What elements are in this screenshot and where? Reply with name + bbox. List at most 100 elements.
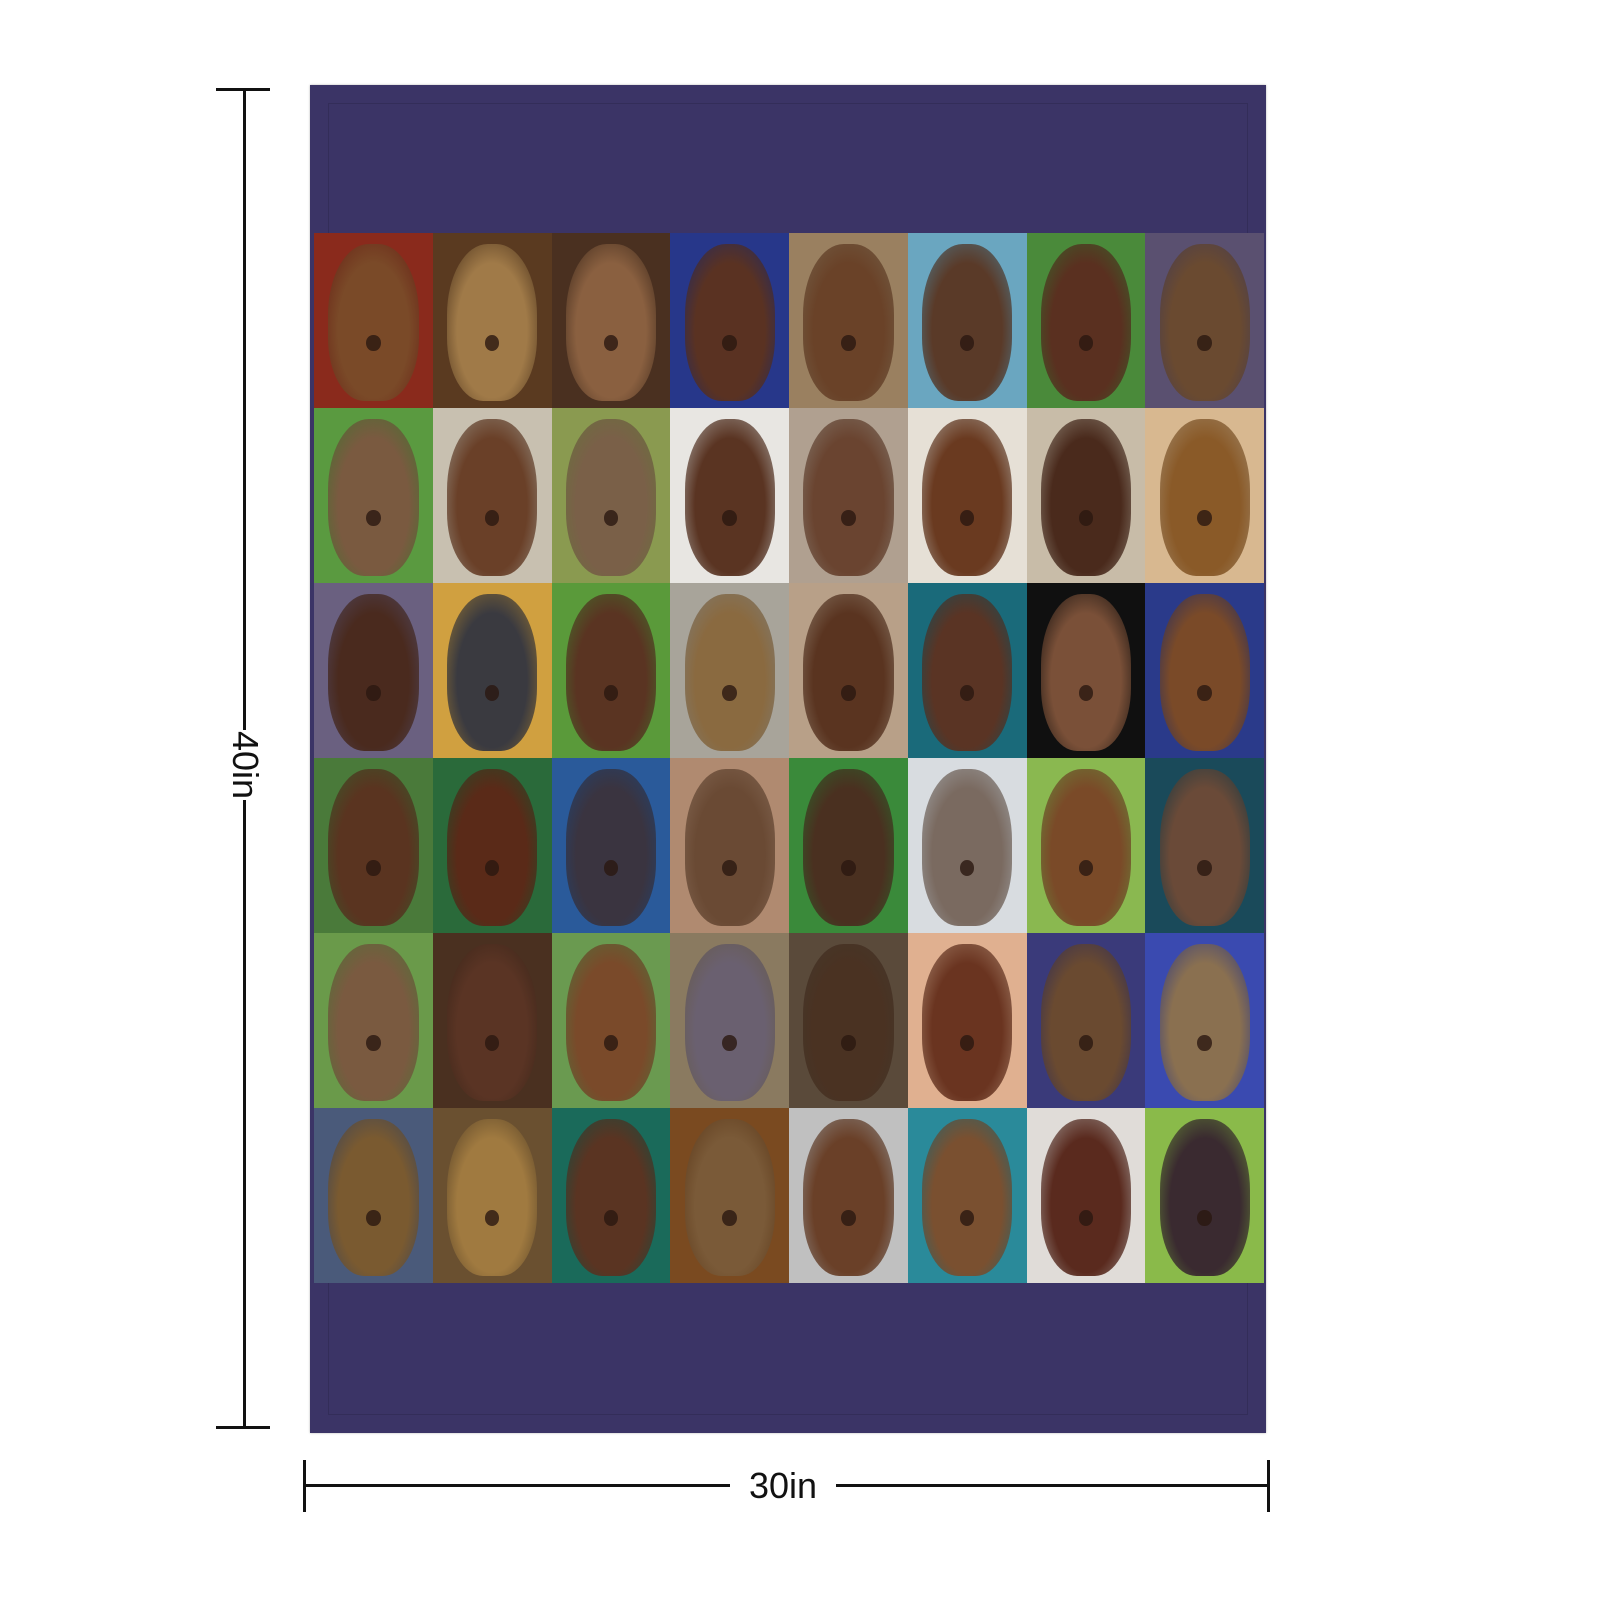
dog-photo-tile	[789, 1108, 908, 1283]
dog-nose	[959, 509, 975, 526]
dog-nose	[841, 1034, 856, 1051]
dog-photo-tile	[1026, 1108, 1146, 1283]
dog-face	[447, 1118, 538, 1276]
width-dimension-cap-right	[1267, 1460, 1270, 1512]
dog-photo-tile	[551, 408, 671, 583]
dog-face	[1040, 768, 1131, 926]
dog-photo-tile	[789, 758, 908, 933]
dog-nose	[484, 1209, 500, 1226]
dog-photo-tile	[1145, 408, 1264, 583]
dog-nose	[603, 859, 619, 876]
dog-nose	[1078, 1034, 1094, 1051]
dog-photo-tile	[314, 933, 433, 1108]
dog-face	[328, 593, 419, 751]
dog-nose	[1197, 334, 1212, 351]
dog-face	[684, 1118, 775, 1276]
dog-face	[565, 1118, 656, 1276]
dog-nose	[603, 1034, 619, 1051]
dog-face	[447, 418, 538, 576]
dog-face	[447, 768, 538, 926]
dog-face	[1159, 943, 1250, 1101]
dog-photo-tile	[551, 758, 671, 933]
dog-face	[328, 768, 419, 926]
dog-photo-tile	[1145, 758, 1264, 933]
dog-photo-tile	[789, 583, 908, 758]
dog-nose	[841, 509, 856, 526]
dog-face	[328, 943, 419, 1101]
dog-photo-tile	[670, 1108, 789, 1283]
dog-face	[1159, 768, 1250, 926]
dog-photo-tile	[314, 758, 433, 933]
dog-photo-tile	[314, 408, 433, 583]
dog-face	[803, 943, 894, 1101]
dog-face	[1159, 243, 1250, 401]
dog-face	[684, 243, 775, 401]
dog-photo-tile	[432, 408, 552, 583]
dog-nose	[1197, 684, 1212, 701]
dog-photo-tile	[789, 408, 908, 583]
dog-face	[803, 593, 894, 751]
dog-nose	[366, 859, 381, 876]
dog-photo-tile	[432, 933, 552, 1108]
dog-nose	[1078, 859, 1094, 876]
dog-face	[565, 943, 656, 1101]
dog-photo-tile	[314, 233, 433, 408]
dog-photo-tile	[1026, 758, 1146, 933]
dog-nose	[1078, 334, 1094, 351]
dog-photo-tile	[551, 933, 671, 1108]
dog-nose	[722, 684, 737, 701]
dog-photo-tile	[1026, 583, 1146, 758]
dog-face	[803, 1118, 894, 1276]
dog-photo-tile	[1145, 233, 1264, 408]
dog-face	[328, 418, 419, 576]
dog-face	[1040, 418, 1131, 576]
dog-face	[684, 593, 775, 751]
dog-photo-tile	[1026, 933, 1146, 1108]
dog-face	[922, 768, 1013, 926]
dog-photo-tile	[670, 758, 789, 933]
dog-nose	[1078, 684, 1094, 701]
dog-photo-tile	[670, 408, 789, 583]
dog-photo-tile	[670, 933, 789, 1108]
dog-nose	[1078, 509, 1094, 526]
dog-nose	[484, 1034, 500, 1051]
dog-photo-tile	[314, 1108, 433, 1283]
dog-nose	[722, 1034, 737, 1051]
dog-face	[1159, 1118, 1250, 1276]
dog-nose	[841, 684, 856, 701]
dog-nose	[1197, 859, 1212, 876]
dog-nose	[484, 334, 500, 351]
dog-face	[447, 943, 538, 1101]
dog-face	[1159, 593, 1250, 751]
dog-face	[803, 768, 894, 926]
dog-photo-tile	[670, 583, 789, 758]
dog-nose	[1197, 1034, 1212, 1051]
dog-nose	[603, 684, 619, 701]
dog-nose	[959, 1209, 975, 1226]
dog-photo-tile	[551, 1108, 671, 1283]
dog-face	[1040, 593, 1131, 751]
dog-photo-tile	[432, 1108, 552, 1283]
dog-nose	[366, 1209, 381, 1226]
dog-nose	[722, 334, 737, 351]
dog-face	[803, 243, 894, 401]
dog-face	[565, 243, 656, 401]
dog-photo-tile	[1145, 933, 1264, 1108]
dog-nose	[959, 684, 975, 701]
dog-face	[565, 768, 656, 926]
dog-nose	[484, 684, 500, 701]
dog-nose	[366, 334, 381, 351]
dog-nose	[603, 334, 619, 351]
dog-nose	[959, 859, 975, 876]
dog-face	[684, 418, 775, 576]
height-dimension-cap-top	[216, 88, 270, 91]
dog-photo-tile	[670, 233, 789, 408]
dog-nose	[841, 334, 856, 351]
dog-face	[922, 1118, 1013, 1276]
dog-nose	[366, 1034, 381, 1051]
dog-nose	[959, 1034, 975, 1051]
dog-nose	[366, 684, 381, 701]
dog-photo-tile	[432, 233, 552, 408]
dog-nose	[366, 509, 381, 526]
dog-face	[1040, 243, 1131, 401]
